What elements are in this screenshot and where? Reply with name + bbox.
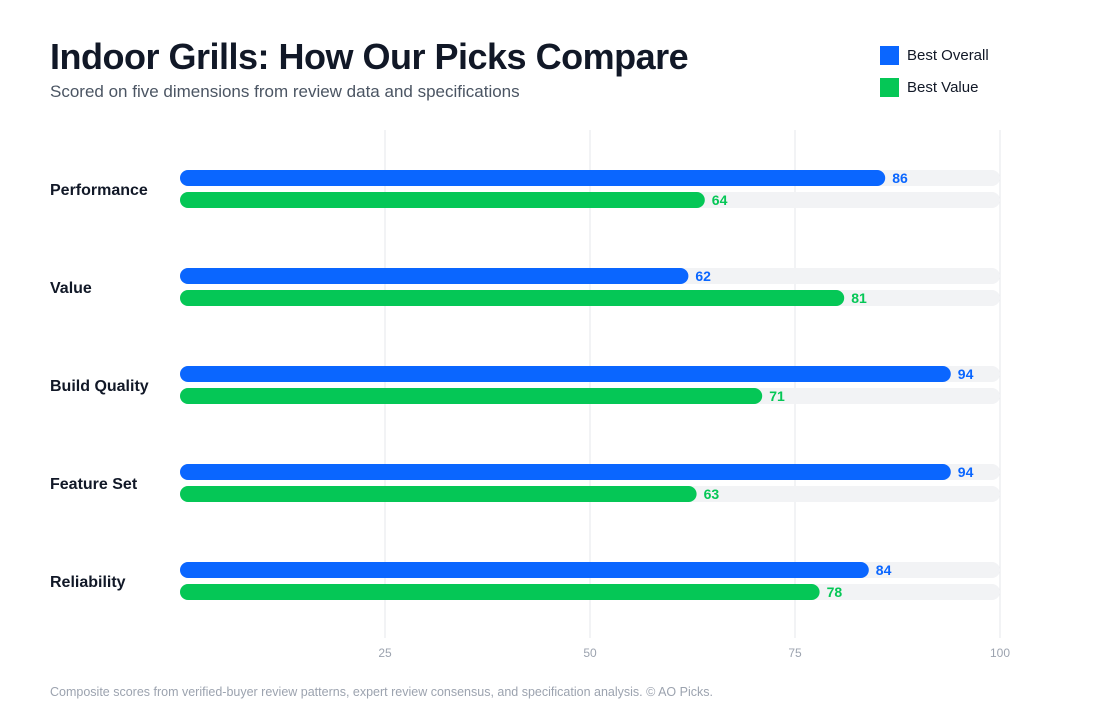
data-label: 81 (851, 290, 867, 306)
legend: Best Overall Best Value (880, 45, 989, 109)
data-label: 63 (704, 486, 720, 502)
footer-note: Composite scores from verified-buyer rev… (50, 685, 713, 699)
data-label: 78 (827, 584, 843, 600)
legend-label-best-value: Best Value (907, 78, 979, 96)
category-label: Value (50, 280, 92, 297)
category-label: Feature Set (50, 476, 138, 493)
bar-best-overall (180, 268, 689, 284)
bar-best-value (180, 388, 763, 404)
legend-item-best-value: Best Value (880, 77, 989, 97)
data-label: 64 (712, 192, 728, 208)
legend-label-best-overall: Best Overall (907, 46, 989, 64)
data-label: 84 (876, 562, 892, 578)
bar-best-value (180, 584, 820, 600)
chart-title: Indoor Grills: How Our Picks Compare (50, 36, 689, 77)
x-tick-label: 25 (378, 646, 392, 660)
chart-subtitle: Scored on five dimensions from review da… (50, 82, 520, 101)
legend-swatch-best-value (880, 77, 899, 97)
x-tick-label: 75 (788, 646, 802, 660)
bar-best-value (180, 290, 845, 306)
category-label: Reliability (50, 574, 126, 591)
legend-swatch-best-overall (880, 45, 899, 65)
category-label: Build Quality (50, 378, 149, 395)
bar-best-overall (180, 562, 869, 578)
bar-best-overall (180, 170, 886, 186)
category-label: Performance (50, 182, 148, 199)
legend-item-best-overall: Best Overall (880, 45, 989, 65)
bar-best-overall (180, 366, 951, 382)
data-label: 62 (695, 268, 711, 284)
data-label: 94 (958, 366, 974, 382)
bar-best-overall (180, 464, 951, 480)
data-label: 86 (892, 170, 908, 186)
data-label: 71 (769, 388, 785, 404)
x-tick-label: 50 (583, 646, 597, 660)
x-tick-label: 100 (990, 646, 1010, 660)
bar-best-value (180, 486, 697, 502)
data-label: 94 (958, 464, 974, 480)
bar-best-value (180, 192, 705, 208)
